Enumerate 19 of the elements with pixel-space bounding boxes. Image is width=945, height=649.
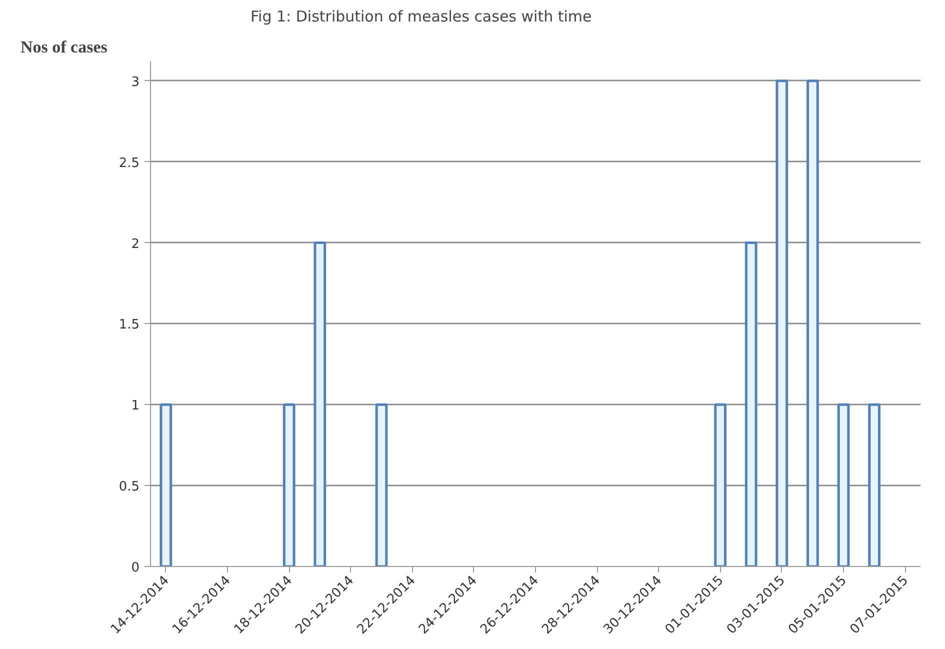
chart-title: Fig 1: Distribution of measles cases with time [250, 8, 592, 26]
bar [282, 403, 296, 566]
bar [806, 80, 819, 566]
bar [714, 403, 726, 566]
bar [314, 242, 326, 566]
bar [375, 403, 388, 566]
y-tick-label: 3 [131, 74, 140, 90]
y-tick-label: 0 [131, 560, 140, 576]
y-tick-label: 2.5 [118, 156, 140, 171]
y-tick-label: 1.5 [118, 318, 140, 333]
bar [744, 242, 758, 566]
bar [776, 80, 788, 566]
y-axis-title: Nos of cases [20, 38, 108, 56]
y-tick-label: 2 [131, 236, 140, 252]
y-tick-label: 0.5 [118, 480, 140, 495]
bar [868, 403, 880, 566]
bar [160, 403, 172, 566]
bar [837, 403, 850, 566]
y-tick-label: 1 [131, 398, 140, 414]
